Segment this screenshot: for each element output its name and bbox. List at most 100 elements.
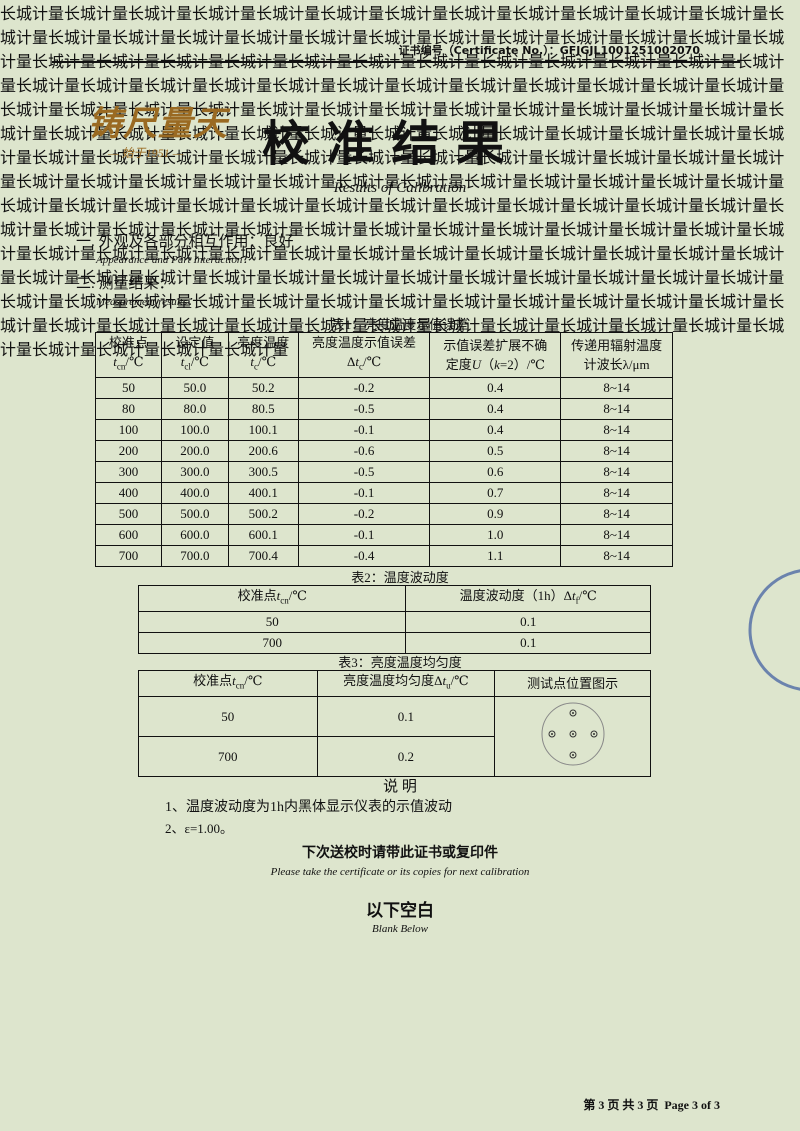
watermark: 长城计量: [240, 222, 305, 239]
header-line: tc/℃: [229, 352, 298, 377]
watermark: 长城计量: [0, 102, 65, 119]
watermark: 长城计量: [272, 174, 337, 191]
cell: 8~14: [560, 418, 673, 441]
watermark: 长城计量: [272, 270, 337, 287]
watermark: 长城计量: [256, 6, 321, 23]
watermark: 长城计量: [224, 150, 289, 167]
watermark: 长城计量: [608, 150, 673, 167]
header-line: 亮度温度均匀度Δtu/℃: [318, 671, 495, 696]
section1-label: 一. 外观及各部分相互作用：良好: [76, 234, 294, 250]
row: 700 0.2: [138, 735, 651, 777]
watermark: 长城计量: [112, 222, 177, 239]
table3-caption: 表3：亮度温度均匀度: [338, 655, 462, 670]
watermark: 长城计量: [608, 246, 673, 263]
watermark: 长城计量: [704, 6, 769, 23]
watermark: 长城计量: [384, 294, 449, 311]
watermark: 长城计量: [128, 294, 193, 311]
cell: 600: [95, 523, 162, 546]
cell: 700: [138, 735, 318, 777]
header-text: 亮度温度示值误差: [312, 335, 417, 350]
cell: 0.2: [316, 735, 496, 777]
watermark: 长城计量: [368, 126, 433, 143]
header-line: 校准点tcn/℃: [139, 586, 405, 611]
table1-caption: 表1：亮度温度示值误差: [331, 317, 469, 332]
cell: 100: [95, 418, 162, 441]
watermark: 长城计量: [688, 318, 753, 335]
cell: 400.1: [227, 481, 299, 504]
table2: 校准点tcn/℃ 温度波动度（1h）Δtf/℃ 50 0.1 700 0.1: [137, 585, 651, 654]
watermark: 长城计量: [544, 150, 609, 167]
watermark: 长城计量: [416, 246, 481, 263]
header-row: 校准点tcn/℃ 亮度温度均匀度Δtu/℃ 测试点位置图示: [138, 670, 651, 697]
watermark: 长城计量: [0, 222, 785, 263]
watermark: 长城计量: [656, 270, 721, 287]
watermark: 长城计量: [464, 174, 529, 191]
header-text: 定度: [445, 356, 472, 372]
header-text: （: [481, 356, 495, 372]
watermark: 长城计量: [496, 318, 561, 335]
cell: 50: [137, 610, 407, 633]
cert-line: 证书编号（Certificate No.）：GFJGJL100125100207…: [52, 42, 700, 58]
watermark: 长城计量: [16, 270, 81, 287]
watermark: 长城计量: [384, 198, 449, 215]
header-text: 示值误差扩展不确: [443, 337, 548, 353]
watermark: 长城计量: [720, 174, 785, 191]
cell: 0.1: [405, 631, 651, 654]
logo-since-text: 始于1951: [121, 146, 170, 160]
row: 200 200.0 200.6 -0.6 0.5 8~14: [95, 439, 673, 462]
header-cell: 校准点 tcn/℃: [95, 332, 162, 378]
table2-caption: 表2：温度波动度: [351, 570, 449, 585]
header-cell: 测试点位置图示: [494, 670, 651, 697]
watermark: 长城计量: [128, 6, 193, 23]
watermark: 长城计量: [96, 246, 161, 263]
header-text: /℃: [244, 673, 263, 688]
watermark: 长城计量: [432, 222, 497, 239]
watermark: 长城计量: [592, 78, 657, 95]
watermark: 长城计量: [48, 30, 113, 47]
header-text: cn: [280, 595, 289, 606]
header-cell: 示值误差扩展不确 定度U（k=2）/℃: [429, 332, 562, 378]
header-text: t: [250, 354, 254, 369]
logo-name: 铸尺量天: [88, 106, 228, 143]
watermark: 长城计量: [0, 198, 785, 239]
watermark: 长城计量: [320, 102, 385, 119]
watermark: 长城计量: [48, 318, 113, 335]
watermark: 长城计量: [320, 294, 385, 311]
watermark: 长城计量: [48, 126, 113, 143]
watermark: 长城计量: [176, 126, 241, 143]
watermark: 长城计量: [704, 102, 769, 119]
header-text: cn: [116, 361, 126, 372]
cell: 8~14: [560, 460, 673, 483]
header-line: 定度U（k=2）/℃: [430, 355, 560, 374]
header-text: /℃: [125, 354, 144, 369]
watermark: 长城计量: [96, 150, 161, 167]
cell: 80.0: [160, 397, 229, 420]
cell: 1.0: [429, 523, 562, 546]
header-text: t: [442, 673, 447, 688]
header-text: /℃: [257, 354, 277, 369]
section2-en: Measurement results：: [96, 296, 199, 308]
logo-since: — 始于1951 —: [108, 146, 184, 160]
header-text: f: [575, 595, 579, 606]
row: 300 300.0 300.5 -0.5 0.6 8~14: [95, 460, 673, 483]
header-line: 传递用辐射温度: [561, 336, 672, 355]
row: 80 80.0 80.5 -0.5 0.4 8~14: [95, 397, 673, 420]
cell: 0.4: [429, 418, 562, 441]
cell: 8~14: [560, 523, 673, 546]
watermark: 长城计量: [560, 30, 625, 47]
watermark: 长城计量: [192, 102, 257, 119]
header-row: 校准点tcn/℃ 温度波动度（1h）Δtf/℃: [137, 585, 651, 612]
watermark: 长城计量: [192, 6, 257, 23]
watermark: 长城计量: [336, 78, 401, 95]
cell: 200.0: [160, 439, 229, 462]
header-row: 校准点 tcn/℃ 设定值 tcl/℃ 亮度温度 tc/℃ 亮度温度示值误差 Δtc/℃ 示值误…: [95, 332, 673, 378]
header-text: 测试点位置图示: [527, 675, 619, 691]
test-point-diagram: [541, 702, 605, 766]
watermark: 长城计量: [624, 30, 689, 47]
cell: 0.4: [429, 397, 562, 420]
title: 校 准 结 果: [262, 116, 505, 172]
cell: -0.1: [297, 418, 431, 441]
watermark: 长城计量: [704, 198, 769, 215]
header-text: c: [253, 361, 258, 372]
cell: -0.1: [297, 481, 431, 504]
